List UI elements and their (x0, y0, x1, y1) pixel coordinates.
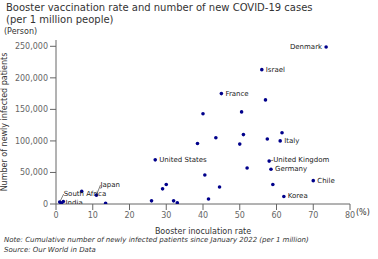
svg-text:20: 20 (124, 211, 134, 220)
svg-text:50,000: 50,000 (20, 168, 48, 177)
svg-text:0: 0 (43, 200, 48, 209)
svg-text:40: 40 (198, 211, 208, 220)
svg-text:50: 50 (235, 211, 245, 220)
svg-text:0: 0 (53, 211, 58, 220)
html-text:(Person): (Person) (4, 27, 38, 36)
svg-text:100,000: 100,000 (15, 137, 48, 146)
svg-text:70: 70 (308, 211, 318, 220)
svg-text:India: India (66, 199, 83, 204)
svg-text:10: 10 (88, 211, 98, 220)
svg-text:60: 60 (271, 211, 281, 220)
svg-text:Booster inoculation rate: Booster inoculation rate (155, 227, 251, 234)
svg-text:United States: United States (159, 156, 207, 164)
svg-text:Israel: Israel (266, 66, 285, 74)
svg-text:Korea: Korea (288, 192, 308, 200)
html-text:(per 1 million people): (per 1 million people) (6, 14, 114, 25)
svg-text:200,000: 200,000 (15, 74, 48, 83)
svg-text:150,000: 150,000 (15, 105, 48, 114)
html-text:Booster vaccination rate and n: Booster vaccination rate and number of n… (6, 2, 313, 13)
svg-text:30: 30 (161, 211, 171, 220)
svg-text:Denmark: Denmark (290, 43, 323, 51)
svg-text:France: France (225, 90, 248, 98)
svg-text:Japan: Japan (99, 181, 120, 189)
svg-text:Germany: Germany (275, 165, 307, 173)
html-text:Note: Cumulative number of new: Note: Cumulative number of newly infecte… (4, 236, 309, 244)
svg-text:United Kingdom: United Kingdom (273, 156, 329, 164)
html-text:Source: Our World in Data: Source: Our World in Data (4, 246, 96, 254)
svg-text:Number of newly infected patie: Number of newly infected patients (8, 53, 9, 192)
svg-text:80: 80 (345, 211, 355, 220)
svg-text:250,000: 250,000 (15, 42, 48, 51)
svg-text:Italy: Italy (284, 137, 299, 145)
svg-text:South Africa: South Africa (64, 190, 107, 198)
svg-text:Chile: Chile (317, 177, 335, 185)
